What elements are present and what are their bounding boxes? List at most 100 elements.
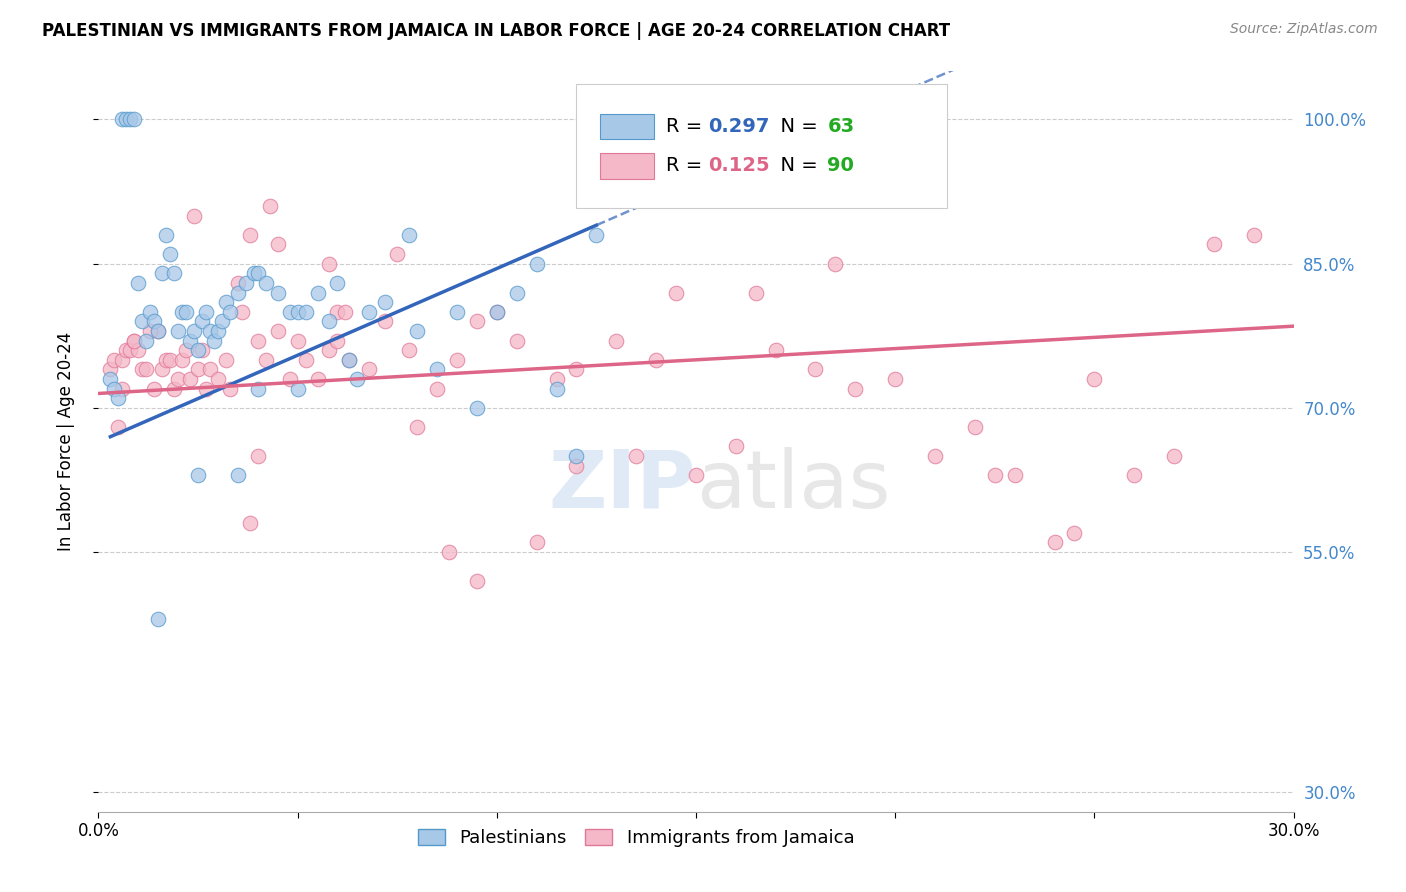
Point: [359, 362, 381, 376]
Point: [155, 352, 177, 367]
Point: [605, 334, 627, 348]
Point: [665, 285, 688, 300]
Point: [385, 247, 409, 261]
Point: [124, 112, 146, 127]
Text: 0.297: 0.297: [709, 117, 769, 136]
Point: [246, 382, 269, 396]
Point: [259, 199, 281, 213]
Point: [198, 324, 221, 338]
Point: [1123, 468, 1146, 483]
Y-axis label: In Labor Force | Age 20-24: In Labor Force | Age 20-24: [56, 332, 75, 551]
Point: [294, 352, 316, 367]
Point: [103, 352, 125, 367]
Text: N =: N =: [768, 156, 824, 175]
Point: [111, 112, 134, 127]
Point: [267, 285, 290, 300]
Text: R =: R =: [666, 117, 709, 136]
Point: [506, 285, 529, 300]
Text: R =: R =: [666, 156, 709, 175]
Point: [150, 362, 173, 376]
Point: [398, 343, 420, 358]
Point: [1243, 227, 1265, 242]
Point: [398, 227, 420, 242]
Point: [246, 334, 269, 348]
FancyBboxPatch shape: [600, 113, 654, 139]
Text: ZIP: ZIP: [548, 447, 696, 525]
Point: [963, 420, 986, 434]
Point: [167, 324, 190, 338]
Text: 63: 63: [827, 117, 855, 136]
Point: [120, 343, 142, 358]
Point: [124, 334, 146, 348]
Point: [191, 343, 214, 358]
Point: [124, 334, 146, 348]
Point: [107, 391, 129, 405]
Point: [426, 362, 449, 376]
Point: [745, 285, 768, 300]
Point: [231, 304, 253, 318]
Point: [187, 468, 209, 483]
Point: [724, 439, 747, 453]
Point: [374, 295, 396, 310]
Point: [326, 276, 349, 290]
Point: [226, 276, 249, 290]
Point: [437, 545, 460, 559]
Text: 0.125: 0.125: [709, 156, 769, 175]
Point: [246, 266, 269, 280]
Point: [278, 372, 301, 386]
Point: [98, 362, 122, 376]
Point: [98, 372, 122, 386]
Point: [195, 382, 218, 396]
Point: [239, 227, 262, 242]
Text: atlas: atlas: [696, 447, 890, 525]
Point: [103, 382, 125, 396]
Point: [127, 276, 149, 290]
Point: [148, 324, 170, 338]
Point: [107, 420, 129, 434]
Point: [526, 257, 548, 271]
Point: [143, 314, 166, 328]
Point: [546, 382, 568, 396]
Text: N =: N =: [768, 117, 824, 136]
Point: [111, 382, 134, 396]
Point: [645, 352, 668, 367]
Point: [111, 352, 134, 367]
Point: [406, 324, 429, 338]
Point: [565, 449, 588, 463]
Point: [765, 343, 787, 358]
Point: [131, 314, 153, 328]
Point: [307, 372, 329, 386]
Point: [202, 334, 225, 348]
Legend: Palestinians, Immigrants from Jamaica: Palestinians, Immigrants from Jamaica: [411, 822, 862, 855]
Point: [267, 324, 290, 338]
FancyBboxPatch shape: [576, 84, 948, 209]
Point: [226, 468, 249, 483]
Point: [824, 257, 846, 271]
Point: [844, 382, 866, 396]
Point: [426, 382, 449, 396]
Point: [326, 334, 349, 348]
Point: [143, 382, 166, 396]
Point: [546, 372, 568, 386]
Point: [179, 334, 201, 348]
Point: [219, 304, 242, 318]
Point: [526, 535, 548, 549]
Point: [155, 227, 177, 242]
Point: [465, 401, 488, 415]
Point: [139, 324, 162, 338]
Point: [115, 343, 138, 358]
Point: [243, 266, 266, 280]
Point: [215, 352, 238, 367]
Point: [207, 372, 229, 386]
Point: [148, 612, 170, 626]
Point: [318, 314, 340, 328]
Point: [207, 324, 229, 338]
Point: [287, 382, 309, 396]
Point: [287, 334, 309, 348]
Point: [924, 449, 946, 463]
Point: [191, 314, 214, 328]
Point: [374, 314, 396, 328]
Point: [984, 468, 1007, 483]
Point: [1004, 468, 1026, 483]
Point: [254, 352, 277, 367]
